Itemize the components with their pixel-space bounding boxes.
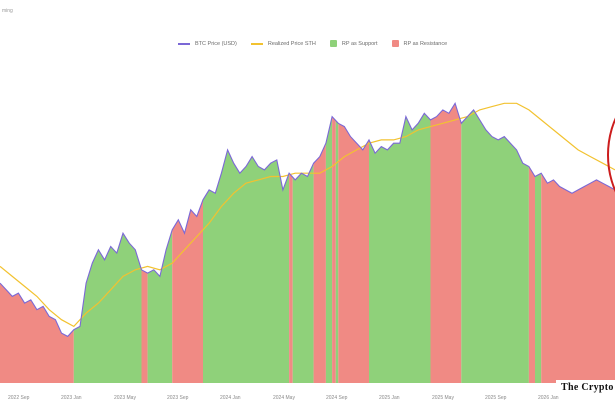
legend-swatch-rp-support	[329, 40, 337, 47]
brand-logo: The Crypto	[556, 380, 615, 396]
series-lines	[0, 101, 615, 338]
x-axis-ticks: 2022 Sep 2023 Jan 2023 May 2023 Sep 2024 Jan…	[8, 395, 559, 401]
legend: BTC Price (USD) Realized Price STH RP as…	[178, 40, 447, 47]
regime-band-resistance-18	[541, 173, 615, 383]
regime-band-support-7	[292, 163, 314, 383]
regime-band-resistance-4	[172, 199, 203, 383]
regime-band-resistance-12	[338, 123, 369, 384]
x-tick-label: 2022 Sep	[8, 395, 30, 401]
regime-band-support-17	[535, 173, 542, 383]
legend-swatch-btc-price	[178, 42, 190, 45]
legend-swatch-realized-price	[250, 42, 263, 45]
regime-band-support-9	[325, 116, 333, 383]
regime-band-resistance-14	[430, 103, 462, 384]
x-tick-label: 2023 Jan	[61, 395, 82, 401]
x-tick-label: 2025 Jan	[379, 395, 400, 401]
highlight-circle	[607, 117, 615, 193]
series-line-btc-price	[0, 101, 615, 338]
x-tick-label: 2025 May	[432, 395, 454, 401]
regime-band-resistance-8	[313, 143, 326, 383]
regime-band-resistance-2	[141, 269, 148, 383]
regime-band-resistance-6	[289, 173, 293, 383]
regime-band-support-5	[203, 149, 290, 383]
legend-label-btc-price: BTC Price (USD)	[195, 40, 237, 47]
legend-label-realized-price: Realized Price STH	[267, 40, 316, 47]
x-tick-label: 2026 Jan	[538, 395, 559, 401]
x-tick-label: 2023 Sep	[167, 395, 189, 401]
corner-text: ming	[2, 8, 13, 14]
x-tick-label: 2024 Jan	[220, 395, 241, 401]
regime-bands	[0, 103, 615, 384]
regime-band-support-15	[461, 109, 529, 384]
regime-band-resistance-10	[332, 116, 336, 383]
legend-label-rp-support: RP as Support	[341, 40, 378, 47]
legend-item-btc-price[interactable]: BTC Price (USD)	[178, 41, 237, 47]
legend-swatch-rp-resistance	[391, 40, 399, 47]
regime-band-resistance-16	[528, 166, 535, 383]
regime-band-support-13	[369, 113, 431, 384]
legend-label-rp-resistance: RP as Resistance	[403, 40, 448, 47]
regime-band-resistance-0	[0, 283, 74, 383]
legend-item-rp-support[interactable]: RP as Support	[329, 40, 378, 47]
x-tick-label: 2024 May	[273, 395, 295, 401]
regime-band-support-1	[73, 233, 142, 383]
series-line-realized-price-sth	[0, 102, 615, 328]
x-tick-label: 2025 Sep	[485, 395, 507, 401]
regime-band-support-3	[147, 229, 173, 383]
x-tick-label: 2023 May	[114, 395, 136, 401]
legend-item-rp-resistance[interactable]: RP as Resistance	[391, 40, 448, 47]
legend-item-realized-price[interactable]: Realized Price STH	[250, 40, 316, 47]
regime-band-support-11	[335, 120, 339, 383]
x-tick-label: 2024 Sep	[326, 395, 348, 401]
